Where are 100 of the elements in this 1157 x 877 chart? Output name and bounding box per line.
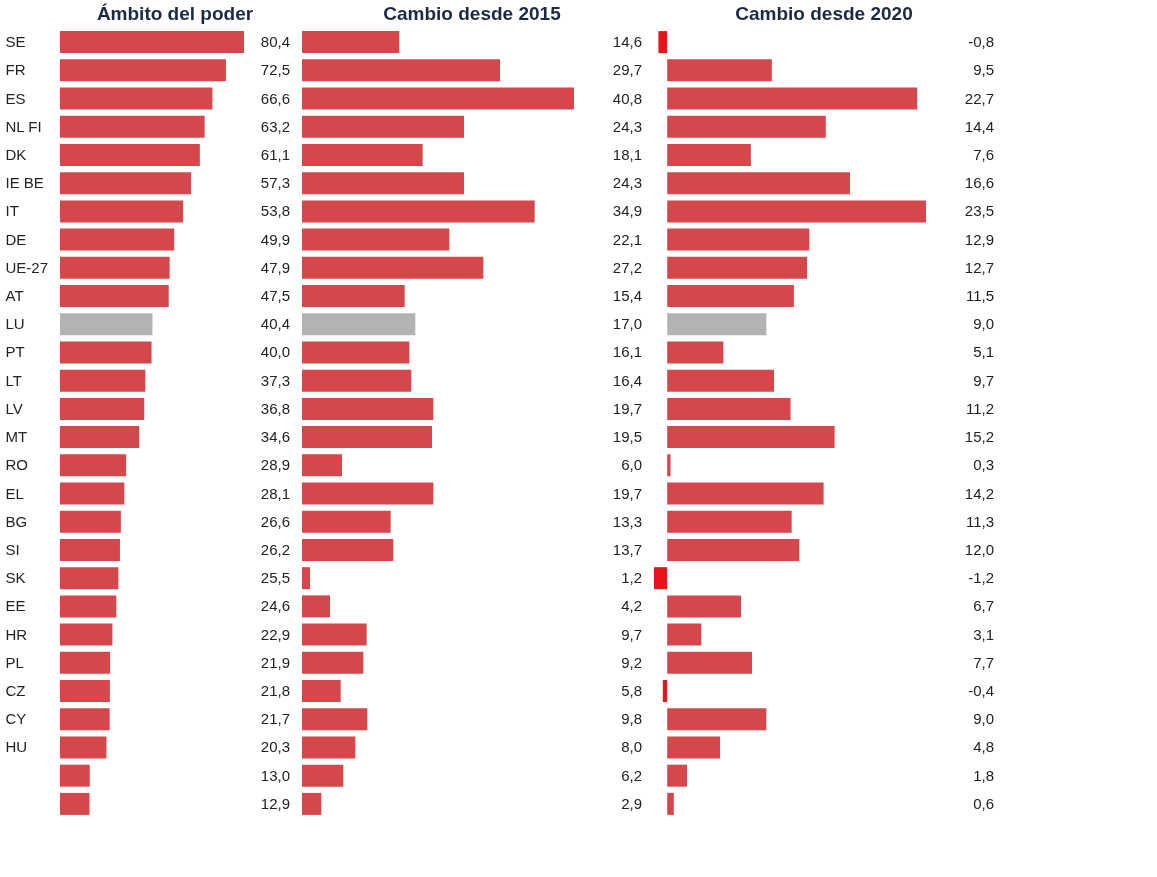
data-label: 14,6 [612,33,642,51]
bar [667,792,674,815]
bar [60,87,213,110]
data-label: 19,7 [612,484,642,502]
data-label: 0,3 [973,456,994,474]
data-label: 6,7 [973,597,994,615]
bar [60,454,127,477]
data-label: 24,6 [260,597,290,615]
bar [60,708,110,731]
y-tick-label: CY [5,710,27,728]
y-tick-label: NL FI [5,117,42,135]
data-label: 24,3 [612,174,642,192]
data-label: 12,0 [964,540,994,558]
data-label: 22,7 [964,89,994,107]
y-tick-label: IT [5,202,19,220]
data-label: 0,6 [973,794,994,812]
bar [667,454,671,477]
data-label: 6,2 [621,766,642,784]
data-label: 61,1 [260,145,290,163]
data-label: 16,1 [612,343,642,361]
bar [302,313,416,336]
bar [302,143,423,166]
data-label: 40,0 [260,343,290,361]
data-label: 1,2 [621,569,642,587]
bar [302,510,391,533]
y-tick-label: IE BE [5,174,44,192]
data-label: 6,0 [621,456,642,474]
bar [667,172,851,195]
bar [667,313,767,336]
data-label: 21,8 [260,682,290,700]
bar [667,764,688,787]
data-label: 4,2 [621,597,642,615]
data-label: 72,5 [260,61,290,79]
data-label: 11,2 [965,399,994,417]
bar [302,792,322,815]
chart-title: Cambio desde 2020 [735,3,913,24]
data-label: 11,5 [965,287,994,305]
data-label: 16,6 [964,174,994,192]
bar [60,426,140,449]
bar [302,87,574,110]
bar [302,397,434,420]
bar [60,172,192,195]
y-tick-label: UE-27 [5,258,49,276]
data-label: 8,0 [621,738,642,756]
bar [667,369,775,392]
data-label: 27,2 [612,258,642,276]
bar [60,567,119,590]
bar [302,31,400,54]
bar [60,31,244,54]
data-label: 26,2 [260,540,290,558]
data-label: 2,9 [621,794,642,812]
bar [302,228,450,251]
data-label: 40,4 [260,315,290,333]
bar [667,87,918,110]
bar [60,651,111,674]
bar [667,115,826,138]
data-label: 12,7 [964,258,994,276]
y-tick-label: DE [5,230,27,248]
bar [302,454,342,477]
bar [60,764,90,787]
data-label: 34,9 [612,202,642,220]
data-label: 12,9 [964,230,994,248]
bar [667,623,702,646]
data-label: 13,7 [612,540,642,558]
data-label: 14,2 [964,484,994,502]
y-tick-label: AT [5,287,24,305]
bar [60,623,113,646]
y-tick-label: SK [5,569,26,587]
bar [302,369,412,392]
data-label: 15,4 [612,287,642,305]
data-label: 16,4 [612,371,642,389]
y-tick-label: CZ [5,682,26,700]
data-label: 80,4 [260,33,290,51]
data-label: 22,1 [612,230,642,248]
bar [667,59,772,82]
data-label: 9,0 [973,710,994,728]
data-label: 19,7 [612,399,642,417]
bar [302,538,394,561]
data-label: 47,5 [260,287,290,305]
bar [302,736,356,759]
bar [667,538,800,561]
bar [667,510,792,533]
data-label: 53,8 [260,202,290,220]
bar [667,482,824,505]
data-label: 9,8 [621,710,642,728]
bar [60,397,145,420]
data-label: 5,1 [973,343,994,361]
bar [302,285,405,308]
data-label: 19,5 [612,428,642,446]
y-tick-label: EL [5,484,24,502]
data-label: 7,6 [973,145,994,163]
data-label: 28,9 [260,456,290,474]
bar [60,256,170,279]
data-label: 18,1 [612,145,642,163]
bar [302,623,367,646]
bar [302,341,410,364]
y-tick-label: RO [5,456,28,474]
bar [302,200,535,223]
bar [60,369,146,392]
data-label: 28,1 [260,484,290,502]
